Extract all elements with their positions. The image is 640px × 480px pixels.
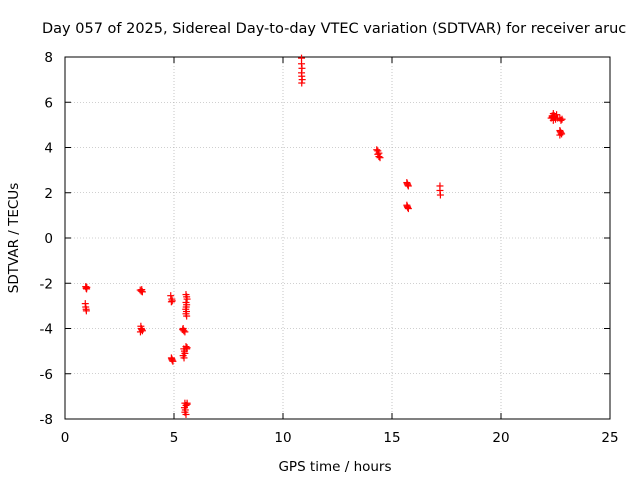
data-point: [436, 191, 444, 199]
y-tick-label: -6: [40, 367, 53, 383]
y-tick-label: 2: [44, 186, 53, 202]
data-point: [179, 325, 187, 332]
data-point: [168, 297, 176, 305]
x-tick-label: 15: [383, 430, 400, 446]
y-tick-label: 4: [44, 141, 53, 157]
data-point: [557, 116, 565, 124]
x-tick-label: 0: [61, 430, 70, 446]
ticks: 0 5 10 15 20 25 -8 -6 -4 -2 0 2 4 6 8: [40, 50, 619, 446]
x-tick-label: 10: [274, 430, 291, 446]
data-point: [404, 182, 412, 190]
data-point: [376, 154, 384, 162]
x-axis-label: GPS time / hours: [278, 459, 391, 475]
data-point: [550, 112, 558, 120]
data-point: [82, 307, 90, 315]
data-point: [558, 115, 566, 123]
y-tick-label: 0: [44, 231, 53, 247]
data-point: [182, 410, 190, 418]
data-point: [136, 328, 144, 336]
data-point: [298, 79, 306, 87]
x-tick-label: 20: [492, 430, 509, 446]
data-point: [556, 131, 564, 139]
y-tick-label: -2: [40, 276, 53, 292]
data-point: [403, 201, 411, 209]
data-point: [83, 283, 91, 291]
grid: [65, 57, 610, 419]
data-point: [168, 356, 176, 364]
x-tick-label: 25: [601, 430, 618, 446]
data-point: [183, 312, 191, 320]
data-point: [167, 292, 175, 300]
data-point: [167, 298, 175, 306]
data-point: [138, 286, 146, 294]
y-tick-label: 8: [44, 50, 53, 66]
data-point: [183, 399, 191, 407]
y-tick-label: -8: [40, 412, 53, 428]
data-point: [180, 354, 188, 362]
data-point: [403, 179, 411, 187]
data-point: [404, 205, 412, 213]
data-points: [81, 54, 566, 418]
data-point: [375, 153, 383, 161]
y-tick-label: 6: [44, 95, 53, 111]
y-tick-label: -4: [40, 322, 53, 338]
x-tick-label: 5: [170, 430, 179, 446]
data-point: [183, 345, 191, 353]
y-axis-label: SDTVAR / TECUs: [6, 183, 22, 293]
chart-title: Day 057 of 2025, Sidereal Day-to-day VTE…: [42, 21, 626, 37]
data-point: [169, 357, 177, 365]
data-point: [549, 116, 557, 124]
